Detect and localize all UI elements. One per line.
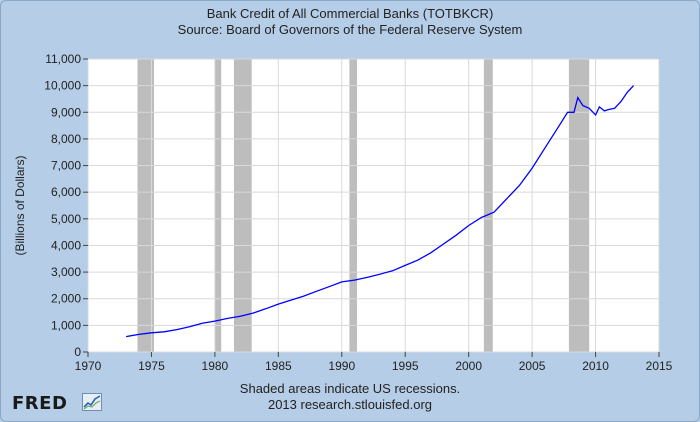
y-axis-label: (Billions of Dollars) — [13, 155, 27, 255]
recession-band — [233, 59, 252, 352]
y-tick-label: 5,000 — [51, 212, 81, 226]
x-tick-label: 2000 — [455, 359, 482, 373]
recession-note: Shaded areas indicate US recessions. — [239, 381, 461, 396]
x-tick-label: 1995 — [392, 359, 419, 373]
x-tick-label: 1990 — [328, 359, 355, 373]
recession-band — [483, 59, 493, 352]
y-tick-label: 0 — [74, 345, 81, 359]
y-tick-label: 2,000 — [51, 292, 81, 306]
x-tick-label: 1980 — [202, 359, 229, 373]
x-tick-label: 2005 — [519, 359, 546, 373]
y-tick-label: 10,000 — [44, 79, 81, 93]
y-tick-label: 6,000 — [51, 185, 81, 199]
y-tick-label: 3,000 — [51, 265, 81, 279]
x-tick-label: 1985 — [265, 359, 292, 373]
recession-bands — [137, 59, 590, 352]
y-tick-label: 7,000 — [51, 159, 81, 173]
series-layer — [125, 85, 635, 338]
fred-logo-chart-icon — [82, 393, 102, 411]
x-tick-label: 2010 — [582, 359, 609, 373]
y-tick-label: 9,000 — [51, 105, 81, 119]
grid-lines — [87, 58, 660, 353]
recession-band — [137, 59, 154, 352]
fred-logo[interactable]: FRED — [12, 393, 68, 414]
recession-band — [568, 59, 590, 352]
y-axis: 0 1,000 2,000 3,000 4,000 5,000 6,000 7,000 8,00… — [44, 52, 88, 359]
x-tick-label: 1975 — [138, 359, 165, 373]
x-tick-label: 1970 — [75, 359, 102, 373]
y-tick-label: 1,000 — [51, 318, 81, 332]
y-tick-label: 11,000 — [45, 52, 81, 66]
source-credit: 2013 research.stlouisfed.org — [267, 397, 433, 412]
y-tick-label: 8,000 — [51, 132, 81, 146]
series-line — [125, 85, 635, 338]
x-tick-label: 2015 — [646, 359, 673, 373]
recession-band — [214, 59, 222, 352]
chart-title: Bank Credit of All Commercial Banks (TOT… — [206, 6, 494, 21]
chart-subtitle: Source: Board of Governors of the Federa… — [177, 22, 523, 37]
recession-band — [349, 59, 358, 352]
y-tick-label: 4,000 — [51, 238, 81, 252]
x-axis: 1970 1975 1980 1985 1990 1995 2000 2005 2010 2015 — [75, 352, 673, 373]
